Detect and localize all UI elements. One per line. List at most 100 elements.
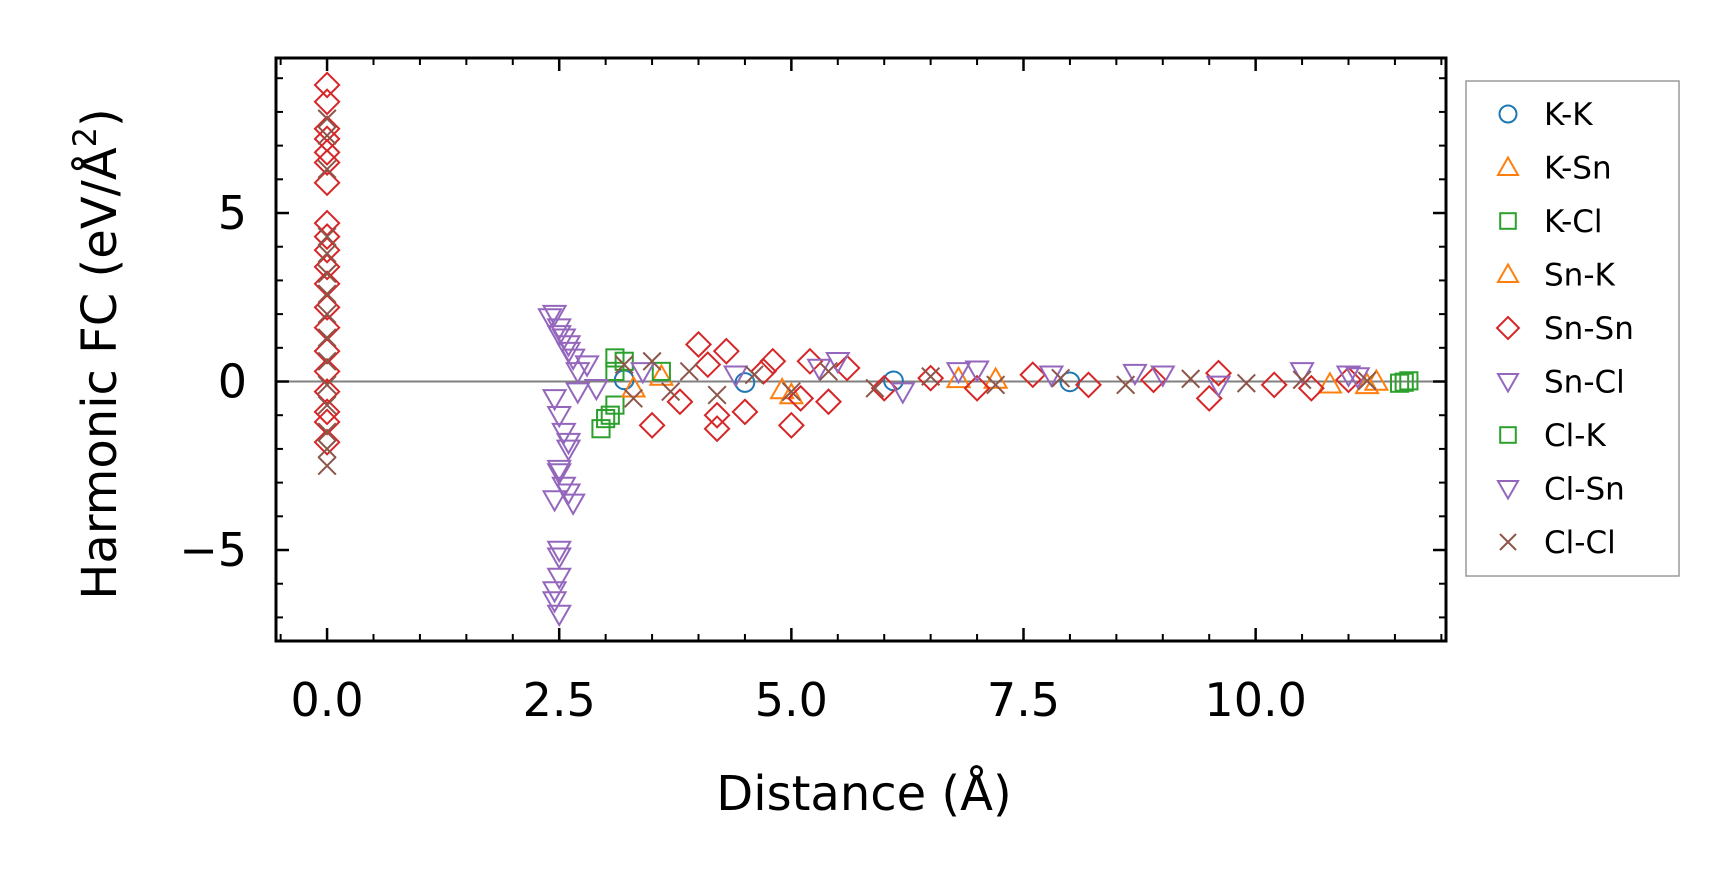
legend-marker (1498, 104, 1518, 124)
legend-marker (1499, 426, 1517, 444)
y-axis-label: Harmonic FC (eV/Å2) (66, 108, 128, 600)
data-point (596, 409, 616, 429)
data-point (964, 360, 990, 383)
legend-label: Cl-K (1544, 418, 1606, 454)
data-point (546, 325, 572, 348)
data-point (661, 382, 681, 402)
data-point (1292, 370, 1312, 390)
legend-marker (1499, 212, 1517, 230)
legend-entry: Sn-Sn (1495, 311, 1634, 347)
data-point (546, 405, 572, 429)
data-point (614, 355, 634, 375)
data-point (620, 375, 647, 398)
data-point (313, 71, 341, 99)
series-cl-k (596, 348, 1414, 429)
data-point (1389, 373, 1410, 393)
data-point (630, 362, 656, 385)
plot-frame (274, 56, 1448, 643)
data-point (1122, 363, 1148, 387)
y-tick-label: −5 (179, 523, 247, 577)
data-point (814, 388, 843, 416)
data-point (796, 347, 824, 375)
legend-label: K-Sn (1544, 151, 1612, 187)
legend-marker (1496, 262, 1520, 283)
data-point (759, 347, 787, 375)
data-point (787, 384, 815, 412)
legend-label: K-Cl (1544, 204, 1603, 240)
data-point (1150, 365, 1176, 388)
series-cl-cl (317, 109, 1377, 476)
data-point (317, 328, 337, 348)
data-point (1236, 373, 1256, 393)
data-point (565, 382, 591, 405)
data-point (749, 357, 778, 385)
legend-entry: Cl-Cl (1499, 525, 1616, 561)
y-tick-label: 5 (218, 186, 247, 240)
series-cl-sn (537, 308, 1362, 614)
data-point (555, 432, 582, 456)
legend-label: Sn-Sn (1544, 311, 1634, 347)
legend-marker (1495, 315, 1521, 341)
data-point (781, 382, 801, 402)
data-point (806, 358, 832, 382)
ticks-group (276, 58, 1446, 641)
legend-label: K-K (1544, 97, 1593, 133)
data-point (731, 398, 759, 426)
data-point (642, 351, 662, 371)
data-point (317, 264, 337, 284)
data-point (317, 243, 337, 263)
y-axis-label-main: Harmonic FC (eV/Å (71, 147, 128, 600)
x-tick-label: 2.5 (523, 673, 596, 727)
data-point (565, 362, 591, 385)
data-point (555, 483, 582, 506)
data-point (703, 415, 731, 443)
data-point (722, 365, 749, 388)
data-point (1204, 359, 1233, 387)
data-point (537, 308, 563, 331)
data-point (648, 363, 675, 386)
data-point (1289, 362, 1315, 385)
data-point (679, 361, 699, 381)
legend-entry: Sn-K (1496, 258, 1616, 294)
data-point (1038, 365, 1065, 388)
data-point (555, 335, 582, 358)
legend-entry: Cl-Sn (1496, 472, 1625, 508)
legend-label: Cl-Cl (1544, 525, 1616, 561)
data-point (651, 361, 671, 381)
data-point (313, 428, 341, 456)
x-tick-label: 5.0 (755, 673, 828, 727)
data-point (703, 401, 731, 429)
data-point (555, 341, 582, 365)
data-point (317, 227, 337, 247)
data-point (833, 354, 861, 382)
data-point (921, 366, 941, 386)
tick-labels-group: 0.0 2.5 5.0 7.5 10.0 −5 0 5 (179, 186, 1307, 727)
data-point (317, 395, 337, 415)
legend-entry: K-Cl (1499, 204, 1603, 240)
data-point (317, 422, 337, 442)
data-point (317, 439, 337, 459)
data-point (546, 604, 572, 628)
data-point (865, 378, 885, 398)
data-point (1354, 371, 1380, 395)
data-point (734, 372, 756, 393)
data-point (1051, 368, 1071, 388)
data-point (1116, 375, 1136, 395)
data-point (744, 365, 764, 385)
data-point (546, 547, 572, 570)
data-point (778, 381, 805, 405)
data-point (317, 304, 337, 324)
legend-marker (1496, 480, 1520, 501)
data-point (313, 408, 341, 436)
data-point (890, 382, 916, 405)
data-point (963, 374, 991, 402)
data-point (1181, 369, 1201, 389)
data-point (541, 304, 568, 328)
data-point (1334, 366, 1363, 394)
x-tick-label: 7.5 (987, 673, 1060, 727)
legend-entry: K-K (1498, 97, 1593, 133)
data-point (1139, 366, 1168, 394)
data-point (712, 337, 740, 365)
data-point (638, 411, 666, 439)
data-point (546, 540, 572, 564)
